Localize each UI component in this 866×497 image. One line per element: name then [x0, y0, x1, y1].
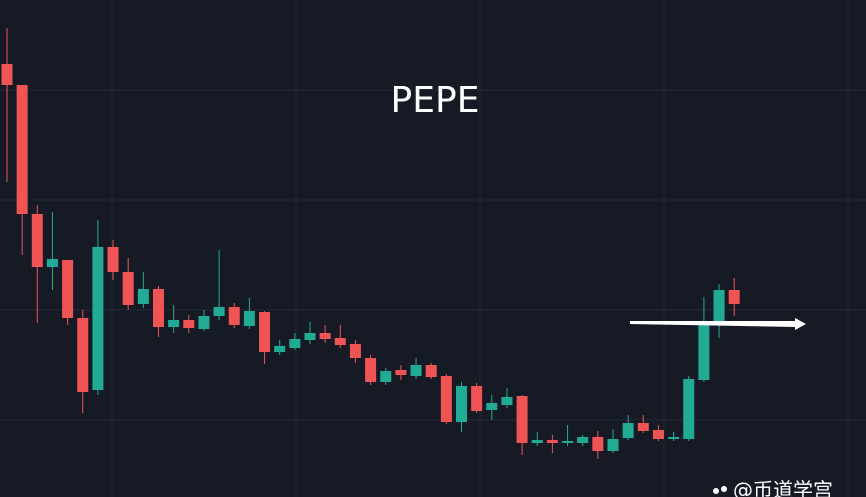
- candle-body: [16, 85, 28, 214]
- candle-body: [622, 423, 634, 438]
- candle-body: [516, 396, 528, 443]
- candle-body: [92, 247, 104, 390]
- candle-body: [122, 272, 134, 305]
- candle-body: [531, 440, 543, 443]
- candle-body: [31, 214, 43, 267]
- candle-body: [501, 397, 513, 405]
- candle-body: [62, 260, 74, 318]
- candle-body: [562, 441, 574, 443]
- candle-body: [349, 344, 361, 358]
- candle-body: [486, 403, 498, 410]
- arrow-shape: [630, 318, 806, 330]
- candle-body: [289, 339, 301, 348]
- candle-body: [153, 289, 164, 327]
- candle-body: [456, 386, 467, 422]
- candle-body: [107, 247, 119, 272]
- candle-body: [592, 437, 604, 451]
- candle-body: [319, 333, 331, 339]
- candle-body: [46, 259, 58, 267]
- candle-body: [259, 312, 271, 352]
- candle-body: [728, 290, 740, 304]
- candle-body: [668, 437, 680, 439]
- candles: [1, 28, 740, 459]
- candle-body: [334, 338, 346, 345]
- watermark-icon: [713, 488, 719, 494]
- candle-body: [546, 440, 558, 443]
- candle-body: [274, 346, 286, 352]
- candle-body: [168, 320, 180, 327]
- candle-body: [213, 307, 225, 316]
- candle-body: [410, 365, 422, 376]
- candle-body: [440, 376, 452, 422]
- arrow: [630, 318, 806, 330]
- candle-body: [607, 439, 619, 451]
- candle-body: [137, 289, 149, 304]
- candle-body: [1, 64, 13, 85]
- candle-body: [304, 333, 316, 340]
- chart-title: PEPE: [391, 80, 480, 121]
- candle-body: [77, 318, 89, 392]
- watermark-icon: [721, 486, 727, 492]
- candle-body: [652, 430, 664, 439]
- candle-body: [698, 323, 710, 380]
- candle-body: [243, 311, 255, 326]
- candle-body: [713, 290, 725, 323]
- candle-body: [198, 316, 210, 329]
- watermark: @币道学宫: [733, 478, 833, 497]
- candle-body: [471, 386, 483, 411]
- candle-body: [395, 370, 407, 375]
- candle-body: [365, 358, 377, 382]
- candle-body: [637, 423, 649, 431]
- candle-body: [425, 365, 437, 377]
- candle-body: [683, 379, 695, 439]
- candle-body: [380, 371, 392, 382]
- candle-body: [183, 320, 195, 328]
- candle-body: [577, 437, 589, 443]
- candle-body: [228, 307, 240, 325]
- watermark-group: @币道学宫: [713, 478, 833, 497]
